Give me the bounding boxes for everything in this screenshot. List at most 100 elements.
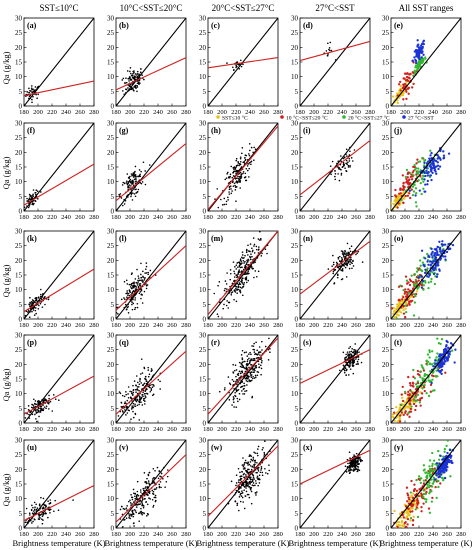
data-point (353, 454, 355, 456)
data-point (31, 512, 34, 515)
data-point (247, 244, 249, 247)
data-point (246, 249, 248, 252)
data-point (123, 519, 125, 521)
data-point (119, 193, 122, 195)
data-point (231, 176, 234, 179)
y-tick-label: 25 (15, 134, 23, 142)
data-point (244, 157, 246, 159)
data-point (425, 169, 428, 172)
data-point (357, 358, 360, 361)
data-point (444, 243, 447, 246)
data-point (346, 263, 348, 266)
data-point (433, 168, 437, 172)
data-point (414, 292, 418, 296)
data-point (141, 372, 144, 374)
y-tick-label: 10 (291, 178, 299, 186)
data-point (141, 513, 144, 516)
data-point (127, 188, 129, 190)
data-point (439, 250, 442, 253)
data-point (270, 440, 272, 441)
data-point (410, 188, 413, 191)
data-point (260, 239, 262, 241)
data-point (408, 394, 411, 397)
data-point (142, 384, 144, 387)
data-point (400, 521, 403, 524)
x-tick-label: 180 (203, 322, 213, 329)
data-point (153, 496, 156, 499)
data-point (150, 368, 153, 370)
fit-line (208, 337, 278, 415)
data-point (29, 301, 31, 304)
y-tick-label: 0 (19, 420, 23, 428)
data-point (148, 373, 151, 376)
data-point (347, 261, 350, 264)
data-point (248, 268, 251, 270)
data-point (252, 476, 255, 479)
data-point (229, 272, 232, 275)
data-point (136, 399, 139, 401)
data-point (125, 402, 127, 405)
data-point (254, 484, 256, 487)
data-point (346, 458, 349, 461)
data-point (133, 86, 135, 89)
data-point (407, 92, 410, 95)
data-point (454, 348, 457, 351)
x-tick-label: 240 (61, 109, 71, 116)
data-point (420, 510, 423, 513)
data-point (402, 413, 405, 417)
y-tick-label: 25 (382, 451, 390, 459)
y-tick-label: 10 (107, 495, 115, 503)
data-point (125, 292, 127, 295)
data-point (37, 411, 39, 414)
data-point (415, 69, 419, 72)
data-point (408, 73, 411, 76)
data-point (348, 160, 351, 162)
data-point (427, 281, 430, 284)
data-point (29, 195, 31, 198)
data-point (134, 388, 137, 391)
data-point (349, 457, 351, 459)
data-point (245, 485, 248, 487)
data-point (399, 89, 402, 92)
data-point (407, 281, 410, 284)
y-tick-label: 15 (382, 272, 390, 280)
data-point (146, 392, 148, 395)
data-point (118, 193, 120, 196)
data-point (242, 277, 244, 280)
data-point (344, 250, 347, 252)
data-point (243, 366, 245, 369)
data-point (34, 403, 36, 405)
data-point (438, 370, 441, 373)
data-point (402, 295, 405, 299)
data-point (34, 506, 36, 508)
data-point (426, 260, 429, 263)
x-tick-label: 240 (337, 109, 347, 116)
data-point (409, 508, 412, 511)
data-point (247, 163, 250, 165)
data-point (235, 482, 238, 484)
data-point (232, 66, 234, 69)
data-point (131, 291, 134, 294)
data-point (400, 198, 403, 202)
data-point (447, 354, 450, 357)
data-point (439, 227, 441, 229)
data-point (226, 272, 228, 274)
data-point (235, 264, 238, 267)
data-point (411, 59, 414, 63)
data-point (415, 404, 418, 408)
x-tick-label: 220 (231, 426, 241, 433)
y-tick-label: 25 (199, 346, 207, 354)
data-point (38, 516, 40, 518)
data-point (400, 393, 403, 396)
y-tick-label: 30 (382, 120, 390, 128)
y-tick-label: 30 (107, 120, 115, 128)
data-point (39, 293, 42, 296)
data-point (129, 517, 131, 520)
data-point (408, 189, 411, 192)
data-point (232, 261, 235, 263)
data-point (130, 193, 133, 196)
data-point (345, 374, 347, 376)
data-point (343, 371, 346, 374)
